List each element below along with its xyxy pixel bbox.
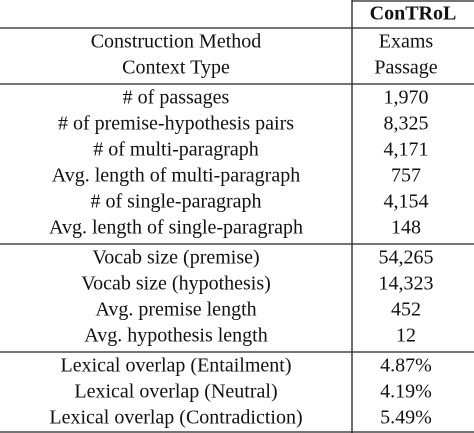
row-value: 12 [396, 325, 416, 347]
row-label: Vocab size (hypothesis) [81, 273, 271, 295]
row-value: 54,265 [379, 247, 434, 269]
row-value: Passage [374, 57, 437, 79]
row-label: Avg. length of multi-paragraph [52, 165, 300, 187]
row-label: Avg. premise length [95, 299, 256, 321]
row-value: 4,171 [384, 139, 429, 161]
row-label: Lexical overlap (Entailment) [60, 355, 291, 377]
row-value: 4.19% [380, 381, 432, 403]
row-label: # of single-paragraph [90, 191, 261, 213]
column-header: ConTRoL [370, 3, 457, 25]
row-value: 14,323 [379, 273, 434, 295]
row-value: 452 [391, 299, 421, 321]
row-value: 5.49% [380, 407, 432, 429]
row-label: # of passages [123, 87, 230, 109]
row-label: Construction Method [91, 31, 262, 53]
row-value: 757 [391, 165, 421, 187]
row-value: 148 [391, 217, 421, 239]
row-label: # of multi-paragraph [93, 139, 259, 161]
row-label: Avg. hypothesis length [84, 325, 268, 347]
row-value: 8,325 [384, 113, 429, 135]
row-value: 4,154 [384, 191, 429, 213]
row-value: 4.87% [380, 355, 432, 377]
row-label: Context Type [122, 57, 230, 79]
row-label: Lexical overlap (Contradiction) [49, 407, 302, 429]
row-label: # of premise-hypothesis pairs [58, 113, 294, 135]
row-label: Lexical overlap (Neutral) [74, 381, 277, 403]
row-label: Vocab size (premise) [92, 247, 259, 269]
row-label: Avg. length of single-paragraph [49, 217, 303, 239]
row-value: Exams [379, 31, 434, 53]
row-value: 1,970 [384, 87, 429, 109]
